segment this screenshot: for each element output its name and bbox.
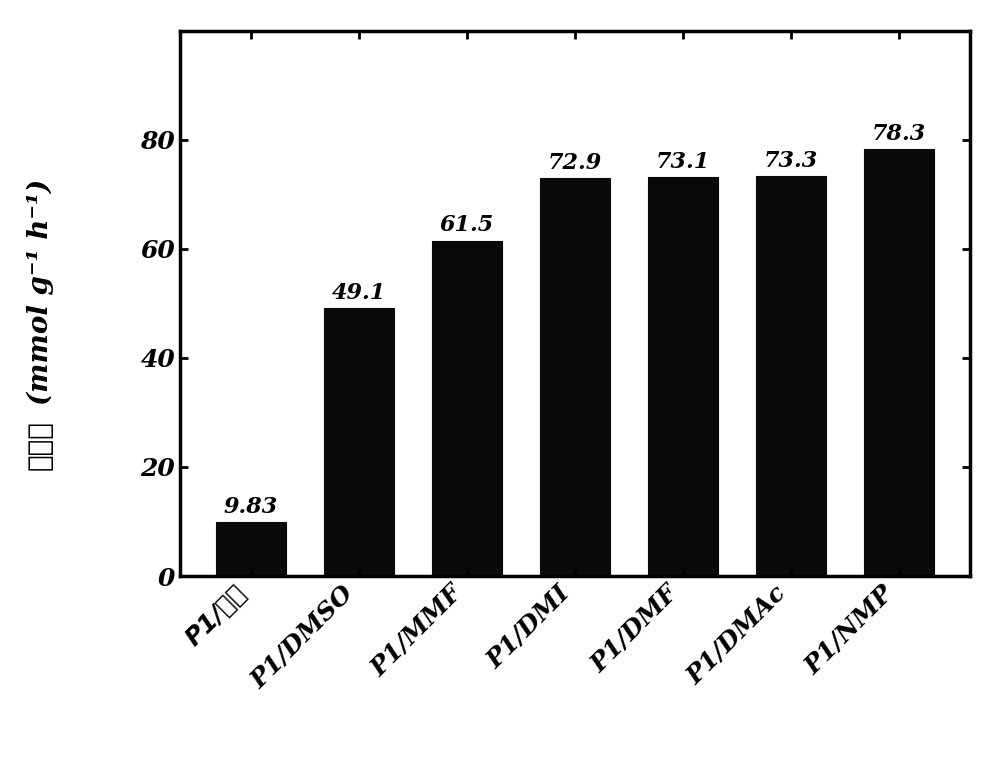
Text: 73.3: 73.3: [764, 150, 818, 172]
Text: 72.9: 72.9: [548, 152, 602, 174]
Bar: [432, 240, 502, 576]
Bar: [540, 178, 610, 576]
Bar: [756, 177, 826, 576]
Text: 49.1: 49.1: [332, 282, 386, 304]
Text: 9.83: 9.83: [224, 496, 278, 518]
Text: (mmol g⁻¹ h⁻¹): (mmol g⁻¹ h⁻¹): [26, 179, 54, 405]
Bar: [324, 308, 394, 576]
Text: 产氢率: 产氢率: [26, 421, 54, 470]
Bar: [648, 177, 718, 576]
Bar: [216, 522, 286, 576]
Text: 61.5: 61.5: [440, 214, 494, 237]
Bar: [864, 149, 934, 576]
Text: 73.1: 73.1: [656, 151, 710, 173]
Text: 78.3: 78.3: [872, 123, 926, 144]
